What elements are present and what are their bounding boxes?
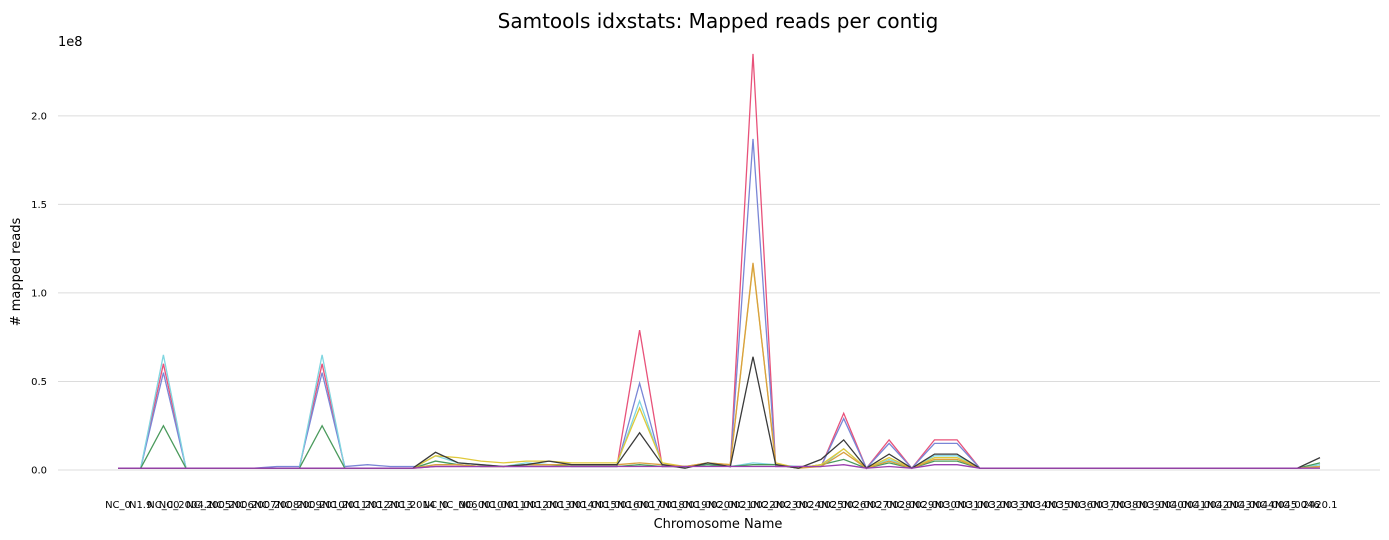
x-tick-label: NC_0036 <box>1048 500 1093 511</box>
x-tick-label: NC_2014 <box>390 500 435 511</box>
x-tick-label: NC_2011 <box>322 500 367 511</box>
x-tick-label: NC_006 <box>439 500 478 511</box>
x-tick-label: NC_0032 <box>957 500 1002 511</box>
series-line-4 <box>118 424 1321 469</box>
x-tick-label: NC_2006 <box>209 500 254 511</box>
grid-layer <box>58 115 1380 471</box>
x-tick-label: NC_0024 <box>776 500 821 511</box>
x-tick-label: NC_0010 <box>458 500 503 511</box>
x-tick-label: NC_0021 <box>708 500 753 511</box>
x-tick-label: NC_0033 <box>980 500 1025 511</box>
x-tick-label: NC_2007 <box>232 500 277 511</box>
x-tick-label: NC_0027 <box>844 500 889 511</box>
y-tick-label: 0.5 <box>31 377 47 388</box>
x-tick-label: NC_00 <box>147 500 179 511</box>
x-tick-label: NC_0019 <box>663 500 708 511</box>
x-tick-label: NC_0046 <box>1275 500 1320 511</box>
x-tick-label: NC_0018 <box>640 500 685 511</box>
x-tick-label: NC_0023 <box>753 500 798 511</box>
chart-title: Samtools idxstats: Mapped reads per cont… <box>498 9 939 33</box>
x-tick-label: NC_2013 <box>368 500 413 511</box>
x-tick-label: 2420.1 <box>1303 500 1338 511</box>
x-tick-label: NC_0 <box>105 500 131 511</box>
x-tick-label: NC_2008 <box>254 500 299 511</box>
series-line-2 <box>118 138 1321 470</box>
x-tick-label: NC_0035 <box>1025 500 1070 511</box>
x-tick-label: NC_0034 <box>1003 500 1048 511</box>
x-tick-label: NC_0045 <box>1252 500 1297 511</box>
x-tick-label: NC_0040 <box>1139 500 1184 511</box>
series-line-8 <box>118 464 1320 469</box>
y-tick-label: 1.0 <box>31 288 47 299</box>
y-tick-label: 1.5 <box>31 200 47 211</box>
x-tick-labels: NC_0N1.9NC_00NC_2004.1NC_2005NC_2006NC_2… <box>105 500 1337 511</box>
x-tick-label: NC_0016 <box>594 500 639 511</box>
x-tick-label: NC_0030 <box>912 500 957 511</box>
x-tick-label: NC_0022 <box>731 500 776 511</box>
x-tick-label: NC_0042 <box>1184 500 1229 511</box>
x-tick-label: NC_0013 <box>526 500 571 511</box>
x-tick-label: NC_2005 <box>186 500 231 511</box>
x-tick-label: NC_2004.1 <box>159 500 213 511</box>
x-tick-label: NC_0015 <box>572 500 617 511</box>
x-tick-label: NC_0031 <box>935 500 980 511</box>
x-tick-label: NC_0025 <box>799 500 844 511</box>
x-tick-label: NC_0011 <box>481 500 526 511</box>
x-tick-label: NC_0044 <box>1230 500 1275 511</box>
x-tick-label: NC_0041 <box>1161 500 1206 511</box>
y-tick-labels: 0.0 0.5 1.0 1.5 2.0 <box>31 111 47 476</box>
x-tick-label: NC_0012 <box>504 500 549 511</box>
x-tick-label: NC_0020 <box>685 500 730 511</box>
series-line-6 <box>118 262 1321 469</box>
x-tick-label: NC_0014 <box>549 500 594 511</box>
y-axis-label: # mapped reads <box>9 217 24 326</box>
series-layer <box>118 53 1321 470</box>
y-tick-label: 0.0 <box>31 466 47 477</box>
x-tick-label: NC_0043 <box>1207 500 1252 511</box>
y-multiplier-label: 1e8 <box>58 35 83 50</box>
x-tick-label: N1.9 <box>129 500 152 511</box>
series-line-3 <box>118 354 1321 469</box>
x-axis-label: Chromosome Name <box>654 517 783 532</box>
x-tick-label: NC_0038 <box>1093 500 1138 511</box>
x-tick-label: NC_0 <box>423 500 449 511</box>
x-tick-label: NC_2010 <box>300 500 345 511</box>
y-tick-label: 2.0 <box>31 111 47 122</box>
x-tick-label: NC_2009 <box>277 500 322 511</box>
series-line-7 <box>118 356 1321 470</box>
x-tick-label: NC_0026 <box>821 500 866 511</box>
x-tick-label: NC_0028 <box>867 500 912 511</box>
x-tick-label: NC_0017 <box>617 500 662 511</box>
series-line-5 <box>118 264 1321 469</box>
x-tick-label: NC_0039 <box>1116 500 1161 511</box>
x-tick-label: NC_0037 <box>1071 500 1116 511</box>
x-tick-label: NC_0029 <box>889 500 934 511</box>
x-tick-label: NC_2012 <box>345 500 390 511</box>
